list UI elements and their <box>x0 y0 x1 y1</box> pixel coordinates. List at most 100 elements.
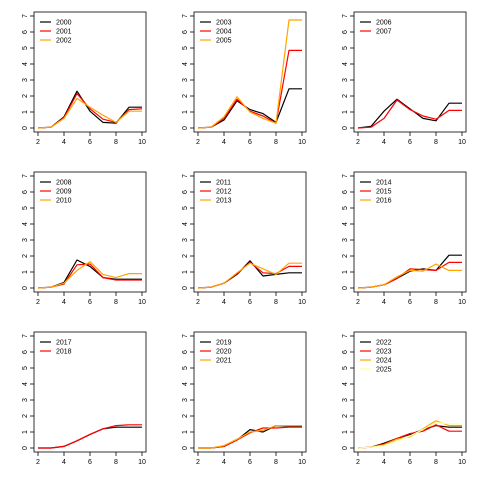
x-axis: 2 4 6 8 10 <box>36 452 146 466</box>
y-tick-label: 6 <box>182 190 189 194</box>
legend-label: 2006 <box>376 20 392 27</box>
y-axis: 0 1 2 3 4 5 6 7 <box>342 334 354 450</box>
y-tick-label: 7 <box>342 14 349 18</box>
x-tick-label: 4 <box>62 459 66 466</box>
plot-frame <box>193 171 307 293</box>
y-axis: 0 1 2 3 4 5 6 7 <box>182 14 194 130</box>
series-line-2012 <box>197 261 302 289</box>
x-tick-label: 8 <box>274 139 278 146</box>
panel-3: 2 4 6 8 10 0 1 2 3 4 5 6 7 2006 2007 <box>342 11 467 146</box>
series-line-2010 <box>37 261 142 289</box>
x-tick-label: 10 <box>458 299 466 306</box>
x-tick-label: 6 <box>408 459 412 466</box>
panel-6: 2 4 6 8 10 0 1 2 3 4 5 6 7 2014 2015 2016 <box>342 171 467 306</box>
y-tick-label: 7 <box>22 334 29 338</box>
y-tick-label: 4 <box>342 382 349 386</box>
x-tick-label: 6 <box>248 459 252 466</box>
y-tick-label: 1 <box>342 270 349 274</box>
y-tick-label: 4 <box>22 222 29 226</box>
x-tick-label: 8 <box>114 139 118 146</box>
y-tick-label: 3 <box>22 398 29 402</box>
legend-label: 2015 <box>376 189 392 196</box>
x-tick-label: 6 <box>408 299 412 306</box>
legend-label: 2014 <box>376 180 392 187</box>
legend-label: 2005 <box>216 38 232 45</box>
y-tick-label: 2 <box>342 414 349 418</box>
y-tick-label: 7 <box>182 334 189 338</box>
y-tick-label: 4 <box>22 382 29 386</box>
series-line-2014 <box>357 254 462 289</box>
y-tick-label: 3 <box>342 238 349 242</box>
x-tick-label: 8 <box>274 299 278 306</box>
x-tick-label: 4 <box>382 139 386 146</box>
y-tick-label: 2 <box>22 254 29 258</box>
legend-label: 2008 <box>56 180 72 187</box>
series-line-2000 <box>37 90 142 129</box>
y-tick-label: 2 <box>22 414 29 418</box>
x-tick-label: 10 <box>298 139 306 146</box>
x-axis: 2 4 6 8 10 <box>356 132 466 146</box>
y-tick-label: 6 <box>182 30 189 34</box>
y-tick-label: 3 <box>342 398 349 402</box>
series-line-2013 <box>197 262 302 289</box>
y-tick-label: 7 <box>182 174 189 178</box>
x-axis: 2 4 6 8 10 <box>196 132 306 146</box>
y-axis: 0 1 2 3 4 5 6 7 <box>182 334 194 450</box>
legend-label: 2024 <box>376 358 392 365</box>
series-line-2005 <box>197 19 302 129</box>
y-tick-label: 7 <box>22 174 29 178</box>
y-tick-label: 2 <box>182 254 189 258</box>
legend-label: 2021 <box>216 358 232 365</box>
x-axis: 2 4 6 8 10 <box>356 452 466 466</box>
panel-1: 2 4 6 8 10 0 1 2 3 4 5 6 7 2000 2001 2002 <box>22 11 147 146</box>
x-tick-label: 4 <box>62 139 66 146</box>
legend-label: 2004 <box>216 29 232 36</box>
y-tick-label: 2 <box>22 94 29 98</box>
series-line-2007 <box>357 99 462 129</box>
x-tick-label: 10 <box>458 139 466 146</box>
x-tick-label: 8 <box>434 299 438 306</box>
plot-frame <box>193 331 307 453</box>
x-tick-label: 2 <box>356 459 360 466</box>
x-axis: 2 4 6 8 10 <box>196 452 306 466</box>
x-tick-label: 10 <box>138 459 146 466</box>
y-tick-label: 4 <box>182 222 189 226</box>
x-tick-label: 10 <box>138 139 146 146</box>
x-tick-label: 10 <box>458 459 466 466</box>
x-tick-label: 2 <box>356 299 360 306</box>
legend: 2019 2020 2021 <box>200 340 232 365</box>
y-tick-label: 1 <box>342 110 349 114</box>
y-tick-label: 1 <box>182 270 189 274</box>
series-line-2016 <box>357 263 462 289</box>
x-tick-label: 6 <box>248 139 252 146</box>
legend: 2008 2009 2010 <box>40 180 72 205</box>
y-tick-label: 4 <box>342 62 349 66</box>
y-axis: 0 1 2 3 4 5 6 7 <box>22 14 34 130</box>
x-tick-label: 8 <box>114 459 118 466</box>
series-line-2015 <box>357 261 462 289</box>
series-line-2018 <box>38 424 142 449</box>
y-tick-label: 1 <box>182 430 189 434</box>
panel-8: 2 4 6 8 10 0 1 2 3 4 5 6 7 2019 2020 2021 <box>182 331 307 466</box>
legend-label: 2007 <box>376 29 392 36</box>
y-tick-label: 0 <box>182 286 189 290</box>
legend-label: 2019 <box>216 340 232 347</box>
y-tick-label: 7 <box>342 334 349 338</box>
y-tick-label: 1 <box>22 430 29 434</box>
y-tick-label: 6 <box>342 30 349 34</box>
y-tick-label: 4 <box>182 62 189 66</box>
legend-label: 2013 <box>216 198 232 205</box>
y-tick-label: 7 <box>182 14 189 18</box>
y-tick-label: 5 <box>22 206 29 210</box>
y-tick-label: 0 <box>182 446 189 450</box>
y-tick-label: 0 <box>342 446 349 450</box>
x-tick-label: 2 <box>36 299 40 306</box>
series-line-2002 <box>37 97 142 129</box>
legend-label: 2003 <box>216 20 232 27</box>
legend-label: 2011 <box>216 180 231 187</box>
y-tick-label: 3 <box>182 238 189 242</box>
y-tick-label: 0 <box>22 446 29 450</box>
legend: 2000 2001 2002 <box>40 20 72 45</box>
legend: 2014 2015 2016 <box>360 180 392 205</box>
